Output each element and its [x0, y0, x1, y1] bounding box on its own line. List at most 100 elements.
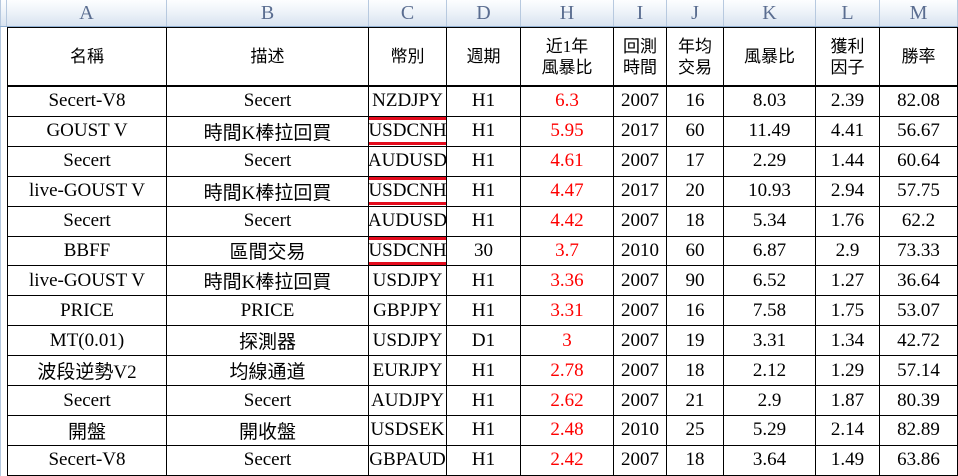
- column-title-C[interactable]: 幣別: [369, 27, 447, 87]
- cell-year[interactable]: 2007: [614, 386, 667, 416]
- cell-trades[interactable]: 18: [667, 206, 724, 237]
- cell-year[interactable]: 2007: [614, 326, 667, 357]
- cell-storm[interactable]: 2.29: [724, 146, 816, 177]
- cell-desc[interactable]: Secert: [167, 146, 369, 177]
- cell-year[interactable]: 2007: [614, 146, 667, 177]
- cell-storm[interactable]: 2.12: [724, 356, 816, 387]
- cell-desc[interactable]: 時間K棒拉回買: [167, 116, 369, 147]
- cell-storm[interactable]: 8.03: [724, 87, 816, 117]
- cell-name[interactable]: Secert: [7, 386, 167, 416]
- cell-win[interactable]: 82.08: [880, 87, 958, 117]
- cell-currency[interactable]: USDJPY: [369, 326, 447, 357]
- cell-currency[interactable]: USDCNH: [369, 236, 447, 267]
- cell-name[interactable]: 開盤: [7, 415, 167, 446]
- cell-recent[interactable]: 3.31: [521, 296, 614, 327]
- cell-win[interactable]: 42.72: [880, 326, 958, 357]
- cell-year[interactable]: 2007: [614, 296, 667, 327]
- cell-pf[interactable]: 1.29: [816, 356, 880, 387]
- cell-pf[interactable]: 1.27: [816, 266, 880, 297]
- column-title-L[interactable]: 獲利 因子: [816, 27, 880, 87]
- cell-currency[interactable]: GBPJPY: [369, 296, 447, 327]
- cell-win[interactable]: 82.89: [880, 415, 958, 446]
- cell-name[interactable]: Secert: [7, 206, 167, 237]
- cell-desc[interactable]: 時間K棒拉回買: [167, 176, 369, 207]
- cell-period[interactable]: H1: [447, 116, 521, 147]
- cell-win[interactable]: 56.67: [880, 116, 958, 147]
- cell-year[interactable]: 2007: [614, 206, 667, 237]
- cell-pf[interactable]: 1.75: [816, 296, 880, 327]
- cell-pf[interactable]: 2.94: [816, 176, 880, 207]
- cell-recent[interactable]: 3.7: [521, 236, 614, 267]
- cell-win[interactable]: 53.07: [880, 296, 958, 327]
- cell-desc[interactable]: 區間交易: [167, 236, 369, 267]
- cell-period[interactable]: H1: [447, 386, 521, 416]
- cell-trades[interactable]: 20: [667, 176, 724, 207]
- cell-recent[interactable]: 4.61: [521, 146, 614, 177]
- cell-recent[interactable]: 2.42: [521, 445, 614, 476]
- cell-name[interactable]: Secert-V8: [7, 87, 167, 117]
- cell-storm[interactable]: 5.34: [724, 206, 816, 237]
- cell-name[interactable]: PRICE: [7, 296, 167, 327]
- cell-name[interactable]: Secert: [7, 146, 167, 177]
- cell-currency[interactable]: USDCNH: [369, 176, 447, 207]
- column-header-B[interactable]: B: [167, 0, 369, 26]
- column-title-J[interactable]: 年均 交易: [667, 27, 724, 87]
- cell-storm[interactable]: 11.49: [724, 116, 816, 147]
- cell-currency[interactable]: GBPAUD: [369, 445, 447, 476]
- cell-pf[interactable]: 1.76: [816, 206, 880, 237]
- cell-desc[interactable]: 均線通道: [167, 356, 369, 387]
- column-header-K[interactable]: K: [724, 0, 816, 26]
- cell-period[interactable]: D1: [447, 326, 521, 357]
- cell-desc[interactable]: Secert: [167, 206, 369, 237]
- cell-year[interactable]: 2007: [614, 445, 667, 476]
- cell-trades[interactable]: 60: [667, 236, 724, 267]
- cell-desc[interactable]: 開收盤: [167, 415, 369, 446]
- cell-name[interactable]: live-GOUST V: [7, 266, 167, 297]
- cell-currency[interactable]: AUDUSD: [369, 206, 447, 237]
- cell-name[interactable]: live-GOUST V: [7, 176, 167, 207]
- cell-recent[interactable]: 4.42: [521, 206, 614, 237]
- cell-storm[interactable]: 7.58: [724, 296, 816, 327]
- cell-desc[interactable]: 時間K棒拉回買: [167, 266, 369, 297]
- column-title-H[interactable]: 近1年 風暴比: [521, 27, 614, 87]
- column-title-K[interactable]: 風暴比: [724, 27, 816, 87]
- cell-recent[interactable]: 6.3: [521, 87, 614, 117]
- cell-trades[interactable]: 17: [667, 146, 724, 177]
- cell-desc[interactable]: Secert: [167, 87, 369, 117]
- cell-trades[interactable]: 18: [667, 445, 724, 476]
- cell-pf[interactable]: 4.41: [816, 116, 880, 147]
- cell-period[interactable]: H1: [447, 206, 521, 237]
- cell-recent[interactable]: 2.78: [521, 356, 614, 387]
- cell-currency[interactable]: NZDJPY: [369, 87, 447, 117]
- cell-pf[interactable]: 2.9: [816, 236, 880, 267]
- column-header-A[interactable]: A: [7, 0, 167, 26]
- cell-win[interactable]: 63.86: [880, 445, 958, 476]
- cell-pf[interactable]: 1.49: [816, 445, 880, 476]
- column-title-A[interactable]: 名稱: [7, 27, 167, 87]
- column-title-M[interactable]: 勝率: [880, 27, 958, 87]
- cell-recent[interactable]: 4.47: [521, 176, 614, 207]
- column-title-B[interactable]: 描述: [167, 27, 369, 87]
- column-header-J[interactable]: J: [667, 0, 724, 26]
- cell-recent[interactable]: 2.48: [521, 415, 614, 446]
- cell-win[interactable]: 60.64: [880, 146, 958, 177]
- cell-currency[interactable]: AUDJPY: [369, 386, 447, 416]
- cell-period[interactable]: H1: [447, 445, 521, 476]
- cell-win[interactable]: 73.33: [880, 236, 958, 267]
- cell-trades[interactable]: 18: [667, 356, 724, 387]
- cell-desc[interactable]: PRICE: [167, 296, 369, 327]
- cell-year[interactable]: 2017: [614, 116, 667, 147]
- cell-trades[interactable]: 16: [667, 296, 724, 327]
- cell-year[interactable]: 2017: [614, 176, 667, 207]
- cell-desc[interactable]: Secert: [167, 386, 369, 416]
- cell-pf[interactable]: 2.14: [816, 415, 880, 446]
- cell-recent[interactable]: 3: [521, 326, 614, 357]
- cell-period[interactable]: H1: [447, 356, 521, 387]
- column-header-C[interactable]: C: [369, 0, 447, 26]
- cell-win[interactable]: 80.39: [880, 386, 958, 416]
- cell-period[interactable]: H1: [447, 176, 521, 207]
- cell-currency[interactable]: USDSEK: [369, 415, 447, 446]
- cell-pf[interactable]: 1.87: [816, 386, 880, 416]
- cell-trades[interactable]: 19: [667, 326, 724, 357]
- cell-win[interactable]: 36.64: [880, 266, 958, 297]
